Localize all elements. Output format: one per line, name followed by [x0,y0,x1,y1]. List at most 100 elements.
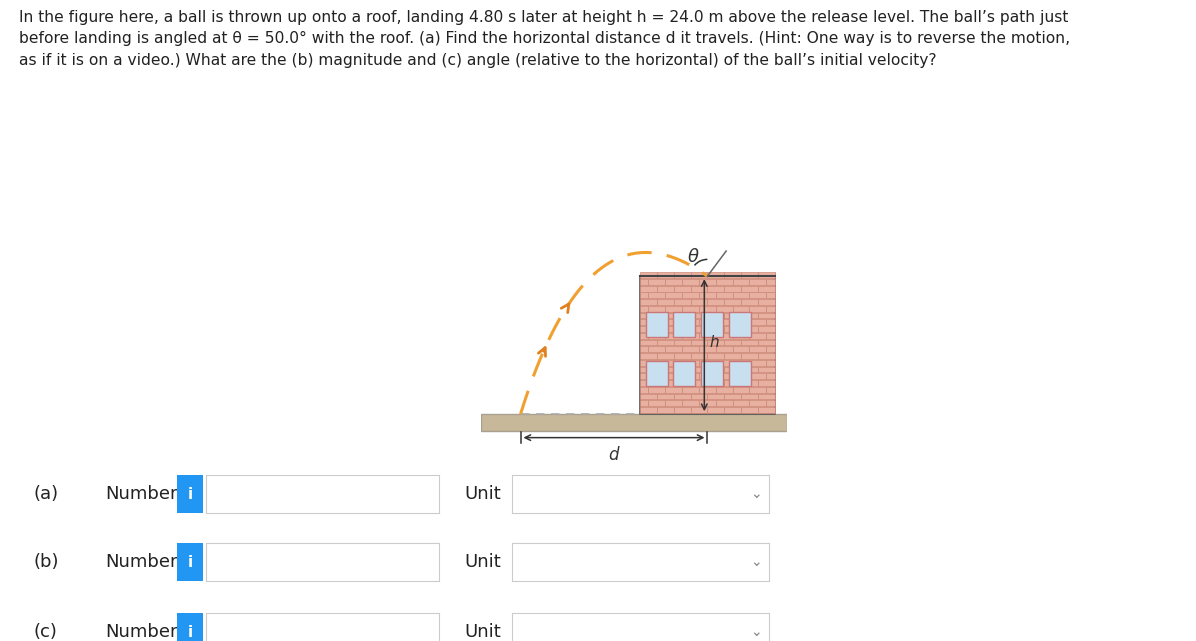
Bar [707,394,725,399]
Text: (a): (a) [33,485,59,503]
Text: θ: θ [688,248,700,266]
Bar [767,346,775,352]
Bar [682,387,698,392]
Bar [657,299,673,305]
Bar [640,286,657,292]
Bar [698,306,715,312]
Text: i: i [188,554,193,570]
Bar [648,373,665,379]
Text: Unit: Unit [464,623,501,641]
Text: Number: Number [105,485,178,503]
Bar [767,387,775,392]
Bar [715,400,733,406]
Bar [758,380,775,386]
Bar [707,367,725,372]
Bar [640,306,648,312]
Bar [725,407,742,413]
Bar [673,272,690,278]
Text: ⌄: ⌄ [750,487,762,501]
Bar [742,394,758,399]
Bar [665,319,682,325]
Bar [733,333,750,338]
Bar [665,292,682,298]
Text: d: d [609,446,620,464]
Bar [750,292,767,298]
Bar [725,340,742,345]
Bar [715,360,733,365]
Text: Unit: Unit [464,553,501,571]
Bar [767,279,775,285]
Bar [640,340,657,345]
Bar [725,380,742,386]
Bar [690,394,707,399]
Bar [701,362,724,387]
Bar [640,400,648,406]
Bar [742,299,758,305]
Bar [733,360,750,365]
Bar [698,387,715,392]
Bar [648,360,665,365]
Bar [657,407,673,413]
Bar [665,346,682,352]
Bar [640,353,657,359]
Bar [742,380,758,386]
Bar [690,380,707,386]
Bar [657,326,673,332]
Bar [698,360,715,365]
Bar [682,373,698,379]
Bar [725,299,742,305]
Bar [698,373,715,379]
Bar [698,319,715,325]
Bar [758,286,775,292]
Bar [707,353,725,359]
Bar [715,373,733,379]
Bar [707,286,725,292]
Bar [698,292,715,298]
Bar [640,326,657,332]
Bar [648,346,665,352]
Bar [665,360,682,365]
Bar [715,346,733,352]
Bar [758,353,775,359]
Bar [758,394,775,399]
Bar [767,400,775,406]
Text: i: i [188,487,193,501]
Bar [682,400,698,406]
Bar [640,276,775,414]
Bar [673,286,690,292]
Text: h: h [710,335,720,349]
Bar [657,380,673,386]
Text: Number: Number [105,553,178,571]
Bar [701,312,724,337]
Bar [665,279,682,285]
Bar [707,299,725,305]
Text: (c): (c) [33,623,57,641]
Bar [742,313,758,319]
Bar [673,362,695,387]
Bar [758,299,775,305]
Bar [648,387,665,392]
Text: Number: Number [105,623,178,641]
Bar [742,272,758,278]
Bar [640,319,648,325]
Bar [767,319,775,325]
Bar [648,333,665,338]
Bar [690,272,707,278]
Bar [640,360,648,365]
Bar [682,279,698,285]
Bar [730,362,751,387]
Bar [682,333,698,338]
Bar [767,373,775,379]
Bar [725,394,742,399]
Bar [725,326,742,332]
Bar [715,319,733,325]
Bar [698,346,715,352]
Bar [481,414,787,431]
Bar [657,394,673,399]
Bar [742,340,758,345]
Bar [648,292,665,298]
Bar [657,313,673,319]
Bar [657,367,673,372]
Bar [707,326,725,332]
Bar [707,340,725,345]
